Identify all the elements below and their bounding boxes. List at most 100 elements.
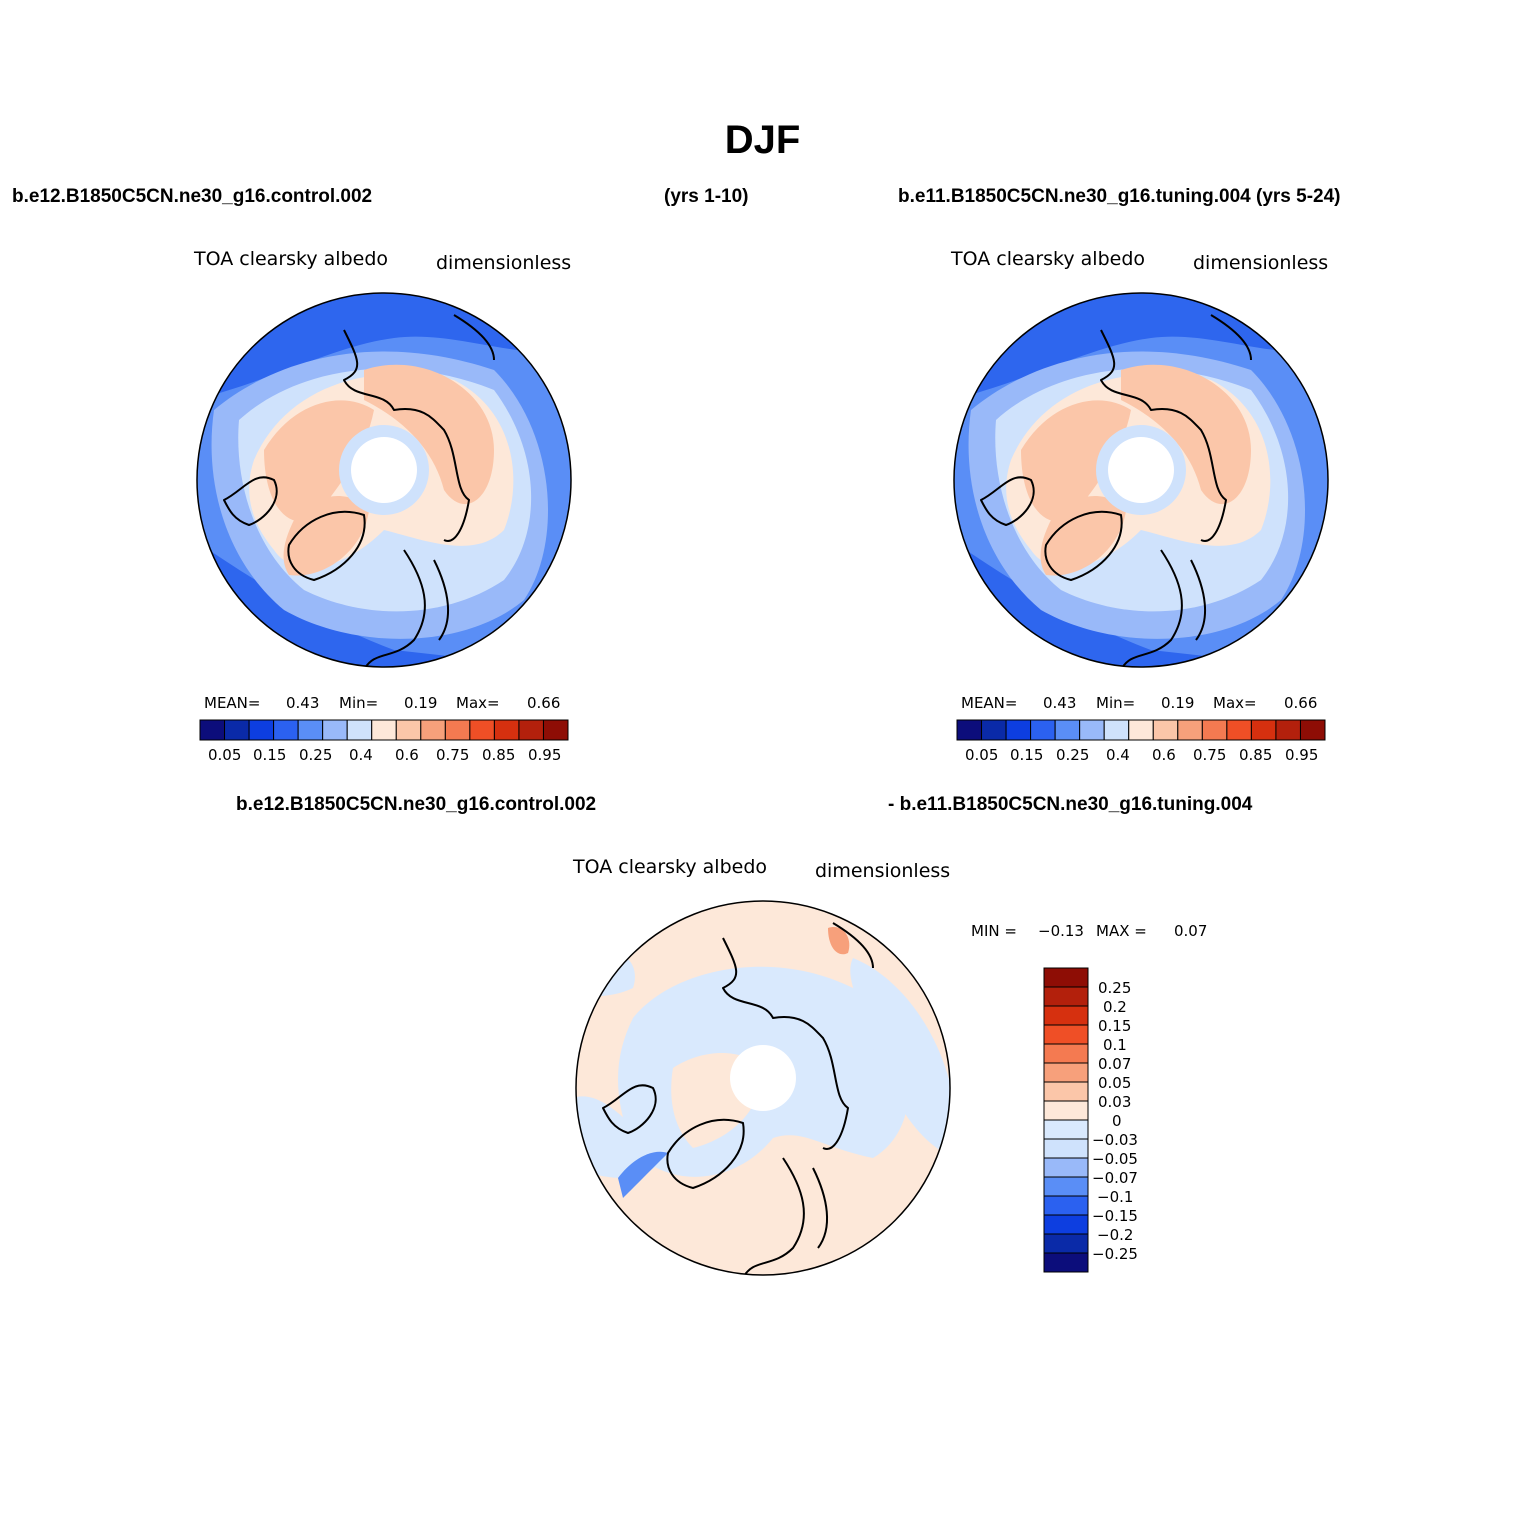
colorbar-box xyxy=(1043,1176,1089,1197)
colorbar-box xyxy=(493,719,520,741)
colorbar-box xyxy=(1043,1214,1089,1235)
diff-negative-pacific xyxy=(850,958,950,1158)
colorbar-box xyxy=(1152,719,1179,741)
pole-hole xyxy=(730,1045,796,1111)
salmon-land-1 xyxy=(264,400,374,522)
colorbar-box xyxy=(420,719,446,741)
plot-title: DJF xyxy=(724,118,801,162)
diff-tick-13: −0.2 xyxy=(1097,1226,1134,1244)
colorbar-box xyxy=(542,719,569,741)
diff-strong-pos-patch xyxy=(828,927,850,955)
colorbar-box xyxy=(1043,1157,1089,1178)
colorbar-box xyxy=(346,719,373,741)
colorbar-box xyxy=(1043,1024,1089,1045)
panel2-max-label: Max= xyxy=(1213,694,1257,712)
colorbar-box xyxy=(1043,967,1089,988)
salmon-land-2 xyxy=(1121,364,1251,505)
diff-colorbar xyxy=(1043,967,1089,1273)
panel1-units: dimensionless xyxy=(436,252,572,274)
diff-tick-6: 0.03 xyxy=(1098,1093,1132,1111)
panel2-max-value: 0.66 xyxy=(1284,694,1318,712)
colorbar-box xyxy=(518,719,544,741)
diff-colorbar-labels: 0.25 0.2 0.15 0.1 0.07 0.05 0.03 0 −0.03… xyxy=(1092,968,1172,1272)
diff-strong-neg-streak xyxy=(618,1151,668,1198)
panel2-units: dimensionless xyxy=(1193,252,1329,274)
p1-tick-2: 0.25 xyxy=(299,746,333,764)
colorbar-box xyxy=(1043,1005,1089,1026)
panel2-colorbar xyxy=(956,719,1326,741)
colorbar-box xyxy=(1030,719,1056,741)
diff-tick-2: 0.15 xyxy=(1098,1017,1132,1035)
colorbar-box xyxy=(297,719,324,741)
panel2-variable: TOA clearsky albedo xyxy=(951,248,1145,270)
colorbar-box xyxy=(1177,719,1203,741)
diff-tick-1: 0.2 xyxy=(1103,998,1127,1016)
diff-max-value: 0.07 xyxy=(1174,922,1208,940)
diff-case-left: b.e12.B1850C5CN.ne30_g16.control.002 xyxy=(236,794,597,815)
p2-tick-4: 0.6 xyxy=(1152,746,1176,764)
colorbar-box xyxy=(1043,1138,1089,1159)
colorbar-box xyxy=(1054,719,1081,741)
pole-hole xyxy=(1108,437,1174,503)
diff-tick-9: −0.05 xyxy=(1092,1150,1138,1168)
colorbar-box xyxy=(1079,719,1105,741)
diff-tick-11: −0.1 xyxy=(1097,1188,1134,1206)
colorbar-box xyxy=(469,719,495,741)
panel1-mean-value: 0.43 xyxy=(286,694,320,712)
panel2-colorbar-labels: 0.05 0.15 0.25 0.4 0.6 0.75 0.85 0.95 xyxy=(957,746,1325,766)
colorbar-box xyxy=(1043,1233,1089,1254)
colorbar-box xyxy=(273,719,299,741)
diff-tick-3: 0.1 xyxy=(1103,1036,1127,1054)
p2-tick-5: 0.75 xyxy=(1193,746,1227,764)
p1-tick-5: 0.75 xyxy=(436,746,470,764)
panel1-polar-map xyxy=(196,292,572,668)
colorbar-box xyxy=(322,719,348,741)
p2-tick-1: 0.15 xyxy=(1010,746,1044,764)
panel1-max-label: Max= xyxy=(456,694,500,712)
colorbar-box xyxy=(395,719,422,741)
panel2-mean-value: 0.43 xyxy=(1043,694,1077,712)
p1-tick-4: 0.6 xyxy=(395,746,419,764)
diff-variable: TOA clearsky albedo xyxy=(573,856,767,878)
colorbar-box xyxy=(1043,1252,1089,1273)
colorbar-box xyxy=(1299,719,1326,741)
colorbar-box xyxy=(981,719,1007,741)
colorbar-box xyxy=(1005,719,1032,741)
colorbar-box xyxy=(1043,1062,1089,1083)
colorbar-box xyxy=(1043,1100,1089,1121)
p2-tick-3: 0.4 xyxy=(1106,746,1130,764)
p2-tick-0: 0.05 xyxy=(965,746,999,764)
diff-min-label: MIN = xyxy=(971,922,1017,940)
panel1-min-label: Min= xyxy=(339,694,379,712)
left-case-years: (yrs 1-10) xyxy=(664,186,749,207)
deep-ocean-bottom xyxy=(197,540,571,667)
colorbar-box xyxy=(1128,719,1154,741)
right-case-name: b.e11.B1850C5CN.ne30_g16.tuning.004 (yrs… xyxy=(898,186,1341,207)
colorbar-box xyxy=(199,719,226,741)
colorbar-box xyxy=(956,719,983,741)
diff-tick-5: 0.05 xyxy=(1098,1074,1132,1092)
colorbar-box xyxy=(1103,719,1130,741)
panel1-max-value: 0.66 xyxy=(527,694,561,712)
left-case-name: b.e12.B1850C5CN.ne30_g16.control.002 xyxy=(12,186,373,207)
diff-tick-12: −0.15 xyxy=(1092,1207,1138,1225)
colorbar-box xyxy=(1275,719,1301,741)
colorbar-box xyxy=(1250,719,1277,741)
colorbar-box xyxy=(1043,1081,1089,1102)
panel1-variable: TOA clearsky albedo xyxy=(194,248,388,270)
salmon-land-2 xyxy=(364,364,494,505)
panel1-min-value: 0.19 xyxy=(404,694,438,712)
colorbar-box xyxy=(224,719,250,741)
p1-tick-7: 0.95 xyxy=(528,746,562,764)
colorbar-box xyxy=(1043,1119,1089,1140)
diff-max-label: MAX = xyxy=(1096,922,1147,940)
deep-ocean-bottom xyxy=(954,540,1328,667)
diff-tick-4: 0.07 xyxy=(1098,1055,1132,1073)
colorbar-box xyxy=(1043,1043,1089,1064)
p1-tick-6: 0.85 xyxy=(482,746,516,764)
colorbar-box xyxy=(1043,1195,1089,1216)
diff-tick-14: −0.25 xyxy=(1092,1245,1138,1263)
pole-hole xyxy=(351,437,417,503)
diff-tick-10: −0.07 xyxy=(1092,1169,1138,1187)
p1-tick-3: 0.4 xyxy=(349,746,373,764)
